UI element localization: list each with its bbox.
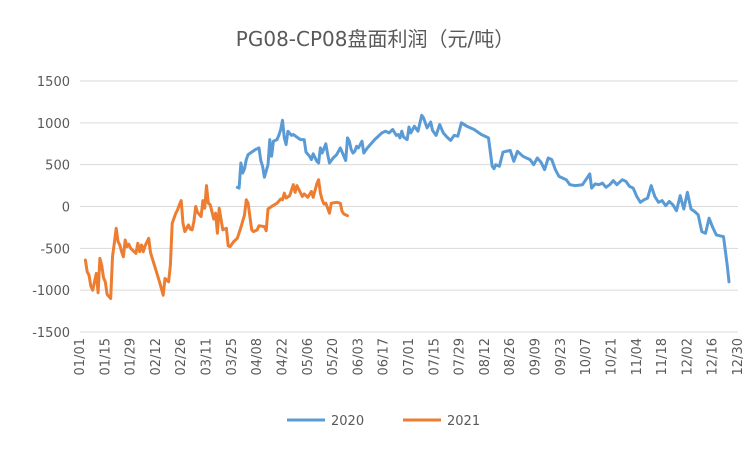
y-tick-label: -500 [40,242,70,257]
x-tick-label: 04/08 [250,338,265,375]
x-tick-label: 10/21 [604,338,619,375]
x-tick-label: 12/30 [731,338,746,375]
x-tick-label: 07/29 [453,338,468,375]
x-tick-label: 01/01 [73,338,88,375]
x-tick-label: 06/17 [377,338,392,375]
x-tick-label: 07/01 [402,338,417,375]
x-tick-label: 10/07 [579,338,594,375]
x-tick-label: 04/22 [275,338,290,375]
series-line-2021 [83,178,349,300]
y-axis-ticks: 1500 1000 500 0 -500 -1000 -1500 [32,75,70,341]
x-tick-label: 03/25 [225,338,240,375]
x-tick-label: 08/26 [503,338,518,375]
x-tick-label: 02/12 [149,338,164,375]
y-tick-label: 0 [62,201,70,216]
y-tick-label: 1500 [37,75,70,90]
series-lines [83,113,731,300]
x-tick-label: 01/29 [124,338,139,375]
x-tick-label: 05/06 [301,338,316,375]
y-tick-label: -1000 [32,284,70,299]
x-tick-label: 03/11 [200,338,215,375]
x-tick-label: 12/16 [706,338,721,375]
x-tick-label: 02/26 [174,338,189,375]
x-tick-label: 11/04 [630,338,645,375]
chart-title: PG08-CP08盘面利润（元/吨） [236,27,514,51]
y-tick-label: -1500 [32,326,70,341]
x-tick-label: 09/09 [529,338,544,375]
legend: 2020 2021 [287,414,480,429]
x-tick-label: 07/15 [427,338,442,375]
series-line-2020 [235,113,731,284]
gridlines [80,80,738,333]
x-tick-label: 05/20 [326,338,341,375]
legend-label-2020: 2020 [331,414,364,429]
x-tick-label: 12/02 [680,338,695,375]
y-tick-label: 1000 [37,117,70,132]
legend-label-2021: 2021 [447,414,480,429]
x-tick-label: 01/15 [98,338,113,375]
x-axis-ticks: 01/01 01/15 01/29 02/12 02/26 03/11 03/25 04/08… [73,338,746,375]
x-tick-label: 06/03 [351,338,366,375]
y-tick-label: 500 [45,159,70,174]
x-tick-label: 08/12 [478,338,493,375]
x-tick-label: 09/23 [554,338,569,375]
x-tick-label: 11/18 [655,338,670,375]
